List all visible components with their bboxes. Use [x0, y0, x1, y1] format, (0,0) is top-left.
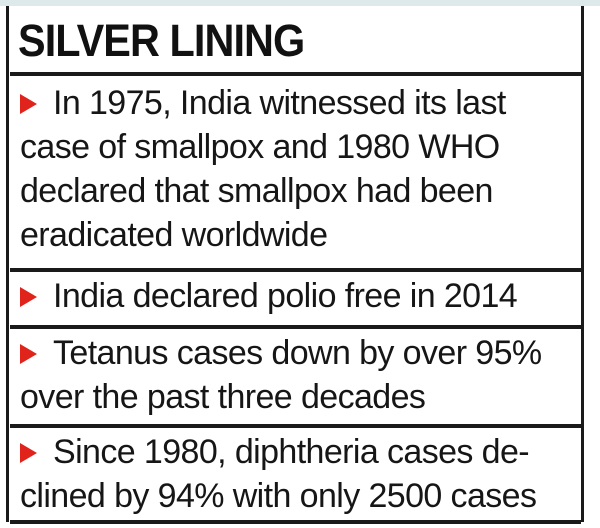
- list-item: Tetanus cases down by over 95% over the …: [20, 331, 580, 419]
- item-line: eradicated worldwide: [20, 216, 328, 254]
- red-triangle-bullet-icon: [20, 443, 37, 463]
- divider: [10, 424, 581, 428]
- red-triangle-bullet-icon: [20, 344, 37, 364]
- list-item: In 1975, India witnessed its last case o…: [20, 81, 580, 257]
- top-strip: [0, 0, 600, 6]
- item-text: Tetanus cases down by over 95%: [53, 334, 542, 372]
- item-text: Since 1980, diphtheria cases de-: [53, 433, 530, 471]
- item-line: India declared polio free in 2014: [20, 274, 580, 318]
- item-line: Since 1980, diphtheria cases de-: [20, 430, 580, 474]
- item-line: declared that smallpox had been: [20, 172, 493, 210]
- item-line: Tetanus cases down by over 95%: [20, 331, 580, 375]
- list-item: India declared polio free in 2014: [20, 274, 580, 318]
- divider: [10, 325, 581, 329]
- red-triangle-bullet-icon: [20, 287, 37, 307]
- list-item: Since 1980, diphtheria cases de- clined …: [20, 430, 580, 518]
- divider: [10, 72, 581, 76]
- box-title: SILVER LINING: [18, 15, 305, 66]
- info-box: [6, 6, 584, 522]
- item-text: India declared polio free in 2014: [53, 277, 518, 315]
- item-line: In 1975, India witnessed its last: [20, 81, 580, 125]
- item-line: clined by 94% with only 2500 cases: [20, 477, 537, 515]
- item-line: over the past three decades: [20, 378, 426, 416]
- item-text: In 1975, India witnessed its last: [53, 84, 506, 122]
- item-line: case of smallpox and 1980 WHO: [20, 128, 500, 166]
- red-triangle-bullet-icon: [20, 94, 37, 114]
- divider: [10, 268, 581, 272]
- divider: [10, 520, 581, 524]
